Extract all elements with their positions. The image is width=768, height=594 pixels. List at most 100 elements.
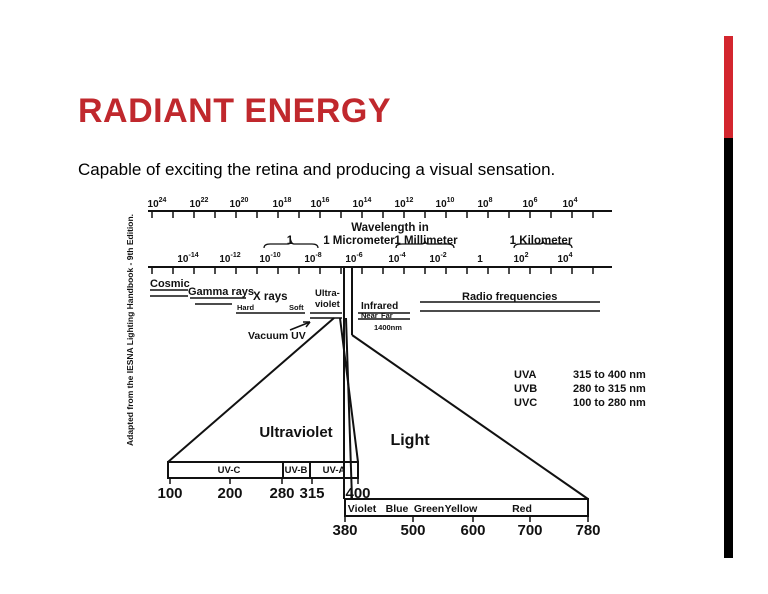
wavelength-unit: 1 Micrometer	[323, 235, 395, 247]
frequency-tick-label-base: 10	[522, 199, 534, 210]
wavelength-tick-label: 10-6	[345, 252, 362, 265]
funnel-line	[345, 317, 353, 500]
band-label: Ultra-	[315, 288, 340, 299]
wavelength-tick-label: 10-14	[177, 252, 198, 265]
region-label: Light	[390, 432, 430, 449]
band-label: Cosmic	[150, 278, 190, 290]
frequency-tick-label: 1018	[273, 197, 292, 210]
frequency-tick-label-base: 10	[562, 199, 574, 210]
accent-bar	[724, 36, 733, 138]
wavelength-tick-label: 10-12	[219, 252, 240, 265]
arrow	[289, 321, 311, 331]
band-label: Radio frequencies	[462, 291, 557, 303]
visible-scale-label: 380	[332, 522, 357, 539]
wavelength-tick-label: 10-8	[304, 252, 321, 265]
band-label: violet	[315, 299, 341, 310]
credit-text: Adapted from the IESNA Lighting Handbook…	[125, 214, 135, 446]
wavelength-tick-label-base: 10	[557, 254, 569, 265]
frequency-tick-label-exponent: 8	[489, 197, 493, 204]
color-label: Blue	[386, 503, 409, 515]
frequency-tick-label: 108	[477, 197, 492, 210]
funnel-line	[167, 317, 335, 463]
uv-table-cell: 280 to 315 nm	[573, 383, 646, 395]
frequency-tick-label: 1010	[436, 197, 455, 210]
band-label: X rays	[253, 291, 288, 303]
frequency-tick-label-base: 10	[477, 199, 489, 210]
frequency-tick-label: 1024	[148, 197, 167, 210]
visible-scale-label: 600	[460, 522, 485, 539]
wavelength-tick-label-base: 10	[345, 254, 357, 265]
frequency-tick-label-exponent: 16	[322, 197, 330, 204]
wavelength-tick-label: 10-10	[259, 252, 280, 265]
uv-table-cell: UVA	[514, 369, 536, 381]
wavelength-tick-label: 1	[477, 254, 483, 265]
visible-box	[344, 498, 589, 517]
frequency-tick-label-exponent: 24	[159, 197, 167, 204]
brace	[395, 239, 455, 249]
wavelength-tick-label-exponent: 2	[525, 252, 529, 259]
visible-scale-label: 500	[400, 522, 425, 539]
brace	[513, 239, 573, 249]
frequency-tick-label-base: 10	[436, 199, 448, 210]
color-label: Yellow	[445, 503, 479, 515]
color-label: Red	[512, 503, 532, 515]
wavelength-title: Wavelength in	[351, 222, 429, 234]
wavelength-tick-label-base: 10	[219, 254, 231, 265]
uv-scale-label: 200	[217, 485, 242, 502]
wavelength-tick-label-exponent: -6	[356, 252, 362, 259]
frequency-tick-label-exponent: 14	[364, 197, 372, 204]
band-label: Near	[361, 311, 378, 320]
wavelength-tick-label-base: 10	[388, 254, 400, 265]
uv-box	[167, 461, 359, 479]
frequency-tick-label-base: 10	[148, 199, 160, 210]
frequency-tick-label-exponent: 20	[241, 197, 249, 204]
uv-scale-label: 400	[345, 485, 370, 502]
wavelength-tick-label-base: 1	[477, 254, 483, 265]
funnel-line	[351, 334, 589, 500]
uv-band-label: UV-B	[285, 465, 308, 476]
frequency-tick-label-base: 10	[273, 199, 285, 210]
wavelength-tick-label-base: 10	[429, 254, 441, 265]
color-label: Green	[414, 503, 444, 515]
uv-table-cell: UVC	[514, 397, 537, 409]
frequency-tick-label: 1020	[230, 197, 249, 210]
frequency-tick-label: 1012	[395, 197, 414, 210]
wavelength-tick-label-exponent: -2	[440, 252, 446, 259]
wavelength-tick-label: 10-4	[388, 252, 405, 265]
uv-scale-label: 100	[157, 485, 182, 502]
wavelength-tick-label: 10-2	[429, 252, 446, 265]
wavelength-tick-label-exponent: 4	[569, 252, 573, 259]
frequency-tick-label-base: 10	[395, 199, 407, 210]
frequency-tick-label: 106	[522, 197, 537, 210]
frequency-tick-label-exponent: 4	[574, 197, 578, 204]
uv-table-cell: 315 to 400 nm	[573, 369, 646, 381]
wavelength-tick-label-base: 10	[259, 254, 271, 265]
uv-table-cell: UVB	[514, 383, 537, 395]
band-label: 1400nm	[374, 323, 402, 332]
uv-table-cell: 100 to 280 nm	[573, 397, 646, 409]
wavelength-tick-label-base: 10	[177, 254, 189, 265]
frequency-tick-label-base: 10	[230, 199, 242, 210]
band-label: Infrared	[361, 301, 398, 312]
frequency-tick-label-base: 10	[190, 199, 202, 210]
frequency-tick-label: 1022	[190, 197, 209, 210]
frequency-tick-label: 104	[562, 197, 577, 210]
accent-bar	[724, 138, 733, 558]
frequency-tick-label-exponent: 22	[201, 197, 209, 204]
band-label: Gamma rays	[188, 286, 254, 298]
frequency-tick-label: 1014	[353, 197, 372, 210]
arrow-head	[303, 321, 311, 328]
wavelength-unit: 1 Millimeter	[394, 235, 458, 247]
wavelength-tick-label-exponent: -8	[315, 252, 321, 259]
uv-scale-label: 280	[269, 485, 294, 502]
frequency-tick-label-base: 10	[353, 199, 365, 210]
slide-subtitle: Capable of exciting the retina and produ…	[78, 160, 556, 179]
band-label: Vacuum UV	[248, 330, 306, 342]
wavelength-tick-label-exponent: -14	[189, 252, 199, 259]
wavelength-tick-label: 102	[513, 252, 528, 265]
band-label: Hard	[237, 303, 255, 312]
wavelength-unit: 1 Kilometer	[510, 235, 573, 247]
frequency-tick-label-exponent: 6	[534, 197, 538, 204]
